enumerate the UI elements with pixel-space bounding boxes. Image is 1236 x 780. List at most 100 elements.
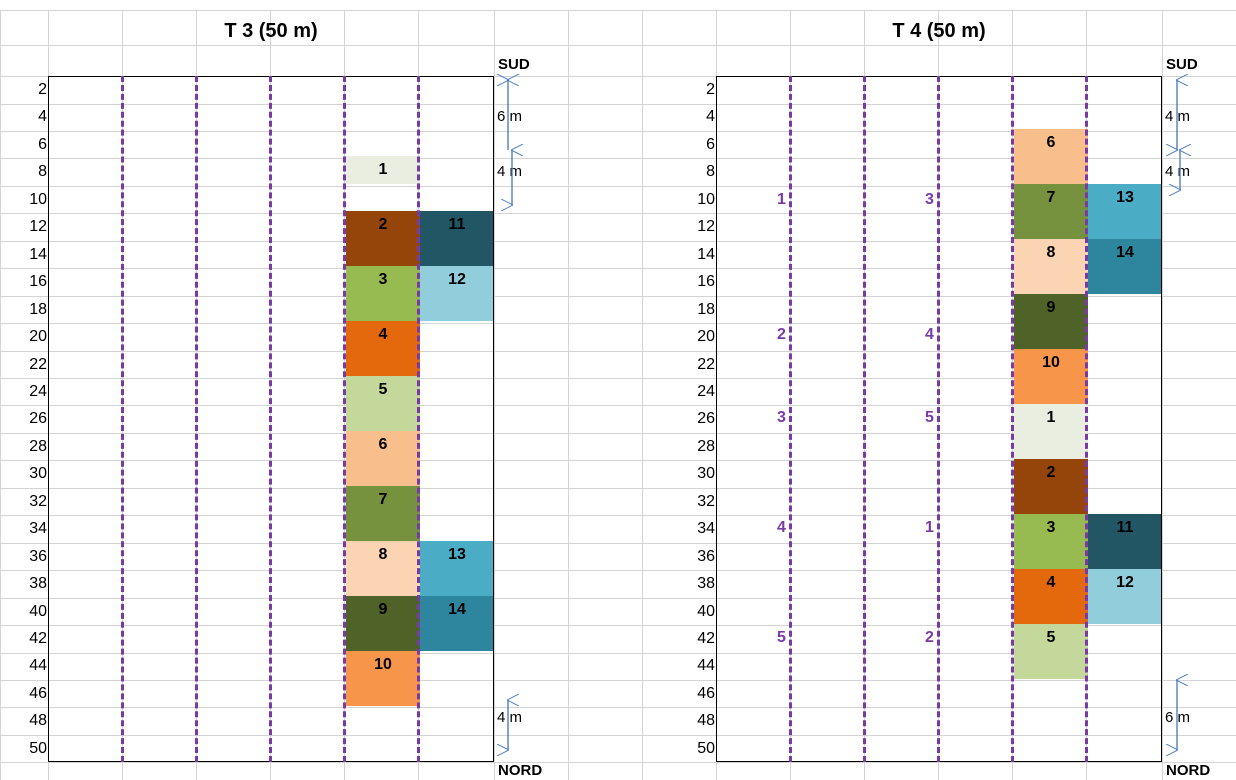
row-number: 12 bbox=[697, 218, 715, 236]
row-number: 4 bbox=[706, 108, 715, 126]
row-number: 50 bbox=[29, 739, 47, 757]
row-number: 10 bbox=[29, 190, 47, 208]
plot-block[interactable]: 10 bbox=[1014, 349, 1088, 404]
row-number: 6 bbox=[706, 135, 715, 153]
grid-row-line bbox=[0, 405, 1236, 406]
divider-line bbox=[121, 76, 124, 762]
dimension-label: 4 m bbox=[497, 709, 523, 726]
divider-line bbox=[1011, 76, 1014, 762]
plot-block[interactable]: 2 bbox=[1014, 459, 1088, 514]
transect-title-t3: T 3 (50 m) bbox=[224, 20, 318, 42]
plot-block[interactable]: 12 bbox=[1088, 569, 1162, 624]
row-number: 14 bbox=[697, 245, 715, 263]
plot-block[interactable]: 5 bbox=[346, 376, 420, 431]
row-number: 16 bbox=[697, 273, 715, 291]
plot-block[interactable]: 4 bbox=[346, 321, 420, 376]
grid-row-line bbox=[0, 515, 1236, 516]
label-sud-t3: SUD bbox=[498, 56, 530, 73]
plot-number: 2 bbox=[925, 629, 934, 646]
plot-block[interactable]: 5 bbox=[1014, 624, 1088, 679]
row-number: 48 bbox=[29, 712, 47, 730]
plot-number: 1 bbox=[925, 519, 934, 536]
plot-block[interactable]: 2 bbox=[346, 211, 420, 266]
plot-block[interactable]: 12 bbox=[420, 266, 494, 321]
grid-row-line bbox=[0, 104, 1236, 105]
divider-line bbox=[195, 76, 198, 762]
grid-column-line bbox=[494, 10, 495, 780]
grid-row-line bbox=[0, 323, 1236, 324]
grid-row-line bbox=[0, 707, 1236, 708]
row-number: 8 bbox=[706, 163, 715, 181]
plot-number: 4 bbox=[777, 519, 786, 536]
plot-block[interactable]: 3 bbox=[346, 266, 420, 321]
row-number: 22 bbox=[697, 355, 715, 373]
divider-line bbox=[343, 76, 346, 762]
plot-block[interactable]: 7 bbox=[1014, 184, 1088, 239]
plot-number: 5 bbox=[777, 629, 786, 646]
divider-line bbox=[269, 76, 272, 762]
row-number: 18 bbox=[29, 300, 47, 318]
row-number: 4 bbox=[38, 108, 47, 126]
row-number: 42 bbox=[697, 630, 715, 647]
label-nord-t3: NORD bbox=[498, 762, 543, 779]
plot-number: 2 bbox=[777, 326, 786, 343]
row-number: 10 bbox=[697, 190, 715, 208]
plot-block[interactable]: 8 bbox=[346, 541, 420, 596]
plot-block[interactable]: 1 bbox=[1014, 404, 1088, 459]
plot-block[interactable]: 7 bbox=[346, 486, 420, 541]
plot-block[interactable]: 1 bbox=[346, 156, 420, 184]
row-number: 28 bbox=[29, 437, 47, 455]
plot-block[interactable]: 6 bbox=[1014, 129, 1088, 184]
divider-line bbox=[1085, 76, 1088, 762]
grid-row-line bbox=[0, 241, 1236, 242]
grid-row-line bbox=[0, 76, 1236, 77]
plot-block[interactable]: 14 bbox=[420, 596, 494, 651]
plot-block[interactable]: 14 bbox=[1088, 239, 1162, 294]
dimension-label: 4 m bbox=[497, 163, 523, 180]
divider-line bbox=[417, 76, 420, 762]
grid-row-line bbox=[0, 213, 1236, 214]
grid-row-line bbox=[0, 433, 1236, 434]
grid-row-line bbox=[0, 10, 1236, 11]
grid-column-line bbox=[642, 10, 643, 780]
plot-block[interactable]: 6 bbox=[346, 431, 420, 486]
row-number: 26 bbox=[697, 410, 715, 428]
plot-block[interactable]: 8 bbox=[1014, 239, 1088, 294]
row-number: 38 bbox=[697, 575, 715, 593]
plot-block[interactable]: 10 bbox=[346, 651, 420, 706]
plot-block[interactable]: 9 bbox=[1014, 294, 1088, 349]
row-number: 34 bbox=[697, 520, 715, 538]
row-number: 20 bbox=[697, 328, 715, 346]
grid-row-line bbox=[0, 543, 1236, 544]
grid-row-line bbox=[0, 296, 1236, 297]
grid-row-line bbox=[0, 460, 1236, 461]
plot-block[interactable]: 11 bbox=[420, 211, 494, 266]
row-number: 22 bbox=[29, 355, 47, 373]
plot-number: 4 bbox=[925, 326, 934, 343]
plot-block[interactable]: 13 bbox=[1088, 184, 1162, 239]
row-number: 2 bbox=[706, 81, 715, 98]
plot-block[interactable]: 3 bbox=[1014, 514, 1088, 569]
grid-column-line bbox=[0, 10, 1, 780]
row-number: 32 bbox=[29, 492, 47, 510]
row-number: 32 bbox=[697, 492, 715, 510]
grid-row-line bbox=[0, 488, 1236, 489]
grid-row-line bbox=[0, 186, 1236, 187]
plot-block[interactable]: 11 bbox=[1088, 514, 1162, 569]
row-number: 26 bbox=[29, 410, 47, 428]
row-number: 46 bbox=[697, 684, 715, 702]
row-number: 48 bbox=[697, 712, 715, 730]
row-number: 36 bbox=[697, 547, 715, 565]
transect-title-t4: T 4 (50 m) bbox=[892, 20, 986, 42]
divider-line bbox=[863, 76, 866, 762]
grid-row-line bbox=[0, 351, 1236, 352]
plot-block[interactable]: 4 bbox=[1014, 569, 1088, 624]
plot-block[interactable]: 13 bbox=[420, 541, 494, 596]
row-number: 2 bbox=[38, 81, 47, 98]
plot-block[interactable]: 9 bbox=[346, 596, 420, 651]
row-number: 34 bbox=[29, 520, 47, 538]
grid-row-line bbox=[0, 762, 1236, 763]
grid-row-line bbox=[0, 158, 1236, 159]
row-number: 42 bbox=[29, 630, 47, 647]
